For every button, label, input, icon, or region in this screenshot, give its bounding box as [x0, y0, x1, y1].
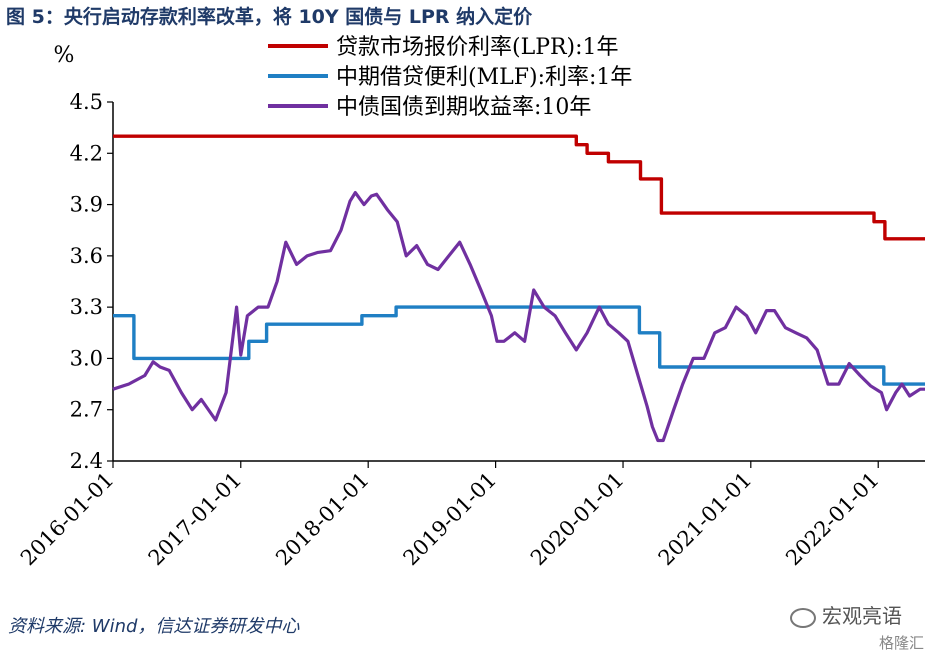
legend-label: 贷款市场报价利率(LPR):1年	[336, 35, 619, 60]
x-tick-label: 2021-01-01	[654, 468, 757, 571]
y-tick-label: 2.7	[70, 398, 103, 422]
watermark: 宏观亮语	[790, 600, 902, 629]
x-tick-label: 2022-01-01	[781, 468, 884, 571]
source-note: 资料来源: Wind，信达证券研发中心	[8, 616, 300, 637]
y-tick-label: 4.5	[70, 90, 103, 114]
y-tick-label: 3.0	[70, 346, 103, 370]
y-tick-label: 4.2	[70, 141, 103, 165]
logo-mark: 格隆汇	[879, 632, 924, 653]
series-layer	[112, 134, 925, 443]
series-line	[112, 191, 925, 443]
y-tick-label: 3.3	[70, 295, 103, 319]
x-tick-label: 2018-01-01	[271, 468, 374, 571]
line-chart: % 贷款市场报价利率(LPR):1年中期借贷便利(MLF):利率:1年中债国债到…	[16, 35, 925, 571]
x-tick-label: 2017-01-01	[144, 468, 247, 571]
y-tick-label: 3.6	[70, 244, 103, 268]
wechat-icon	[790, 607, 816, 628]
y-tick-label: 3.9	[70, 193, 103, 217]
x-tick-label: 2019-01-01	[399, 468, 502, 571]
watermark-text: 宏观亮语	[822, 604, 902, 628]
legend-label: 中期借贷便利(MLF):利率:1年	[336, 65, 632, 90]
legend: 贷款市场报价利率(LPR):1年中期借贷便利(MLF):利率:1年中债国债到期收…	[268, 35, 632, 120]
figure-title: 图 5：央行启动存款利率改革，将 10Y 国债与 LPR 纳入定价	[6, 6, 533, 28]
series-line	[113, 134, 925, 241]
y-tick-label: 2.4	[70, 449, 103, 473]
x-axis: 2016-01-01 2017-01-01 2018-01-01 2019-01-01…	[16, 460, 925, 571]
y-axis-unit-label: %	[54, 43, 75, 68]
legend-label: 中债国债到期收益率:10年	[336, 95, 591, 120]
y-axis: 4.5 4.2 3.9 3.6 3.3 3.0 2.7 2.4	[70, 90, 114, 473]
x-tick-label: 2020-01-01	[526, 468, 629, 571]
logo-text: 格隆汇	[878, 634, 924, 652]
x-tick-label: 2016-01-01	[16, 468, 119, 571]
